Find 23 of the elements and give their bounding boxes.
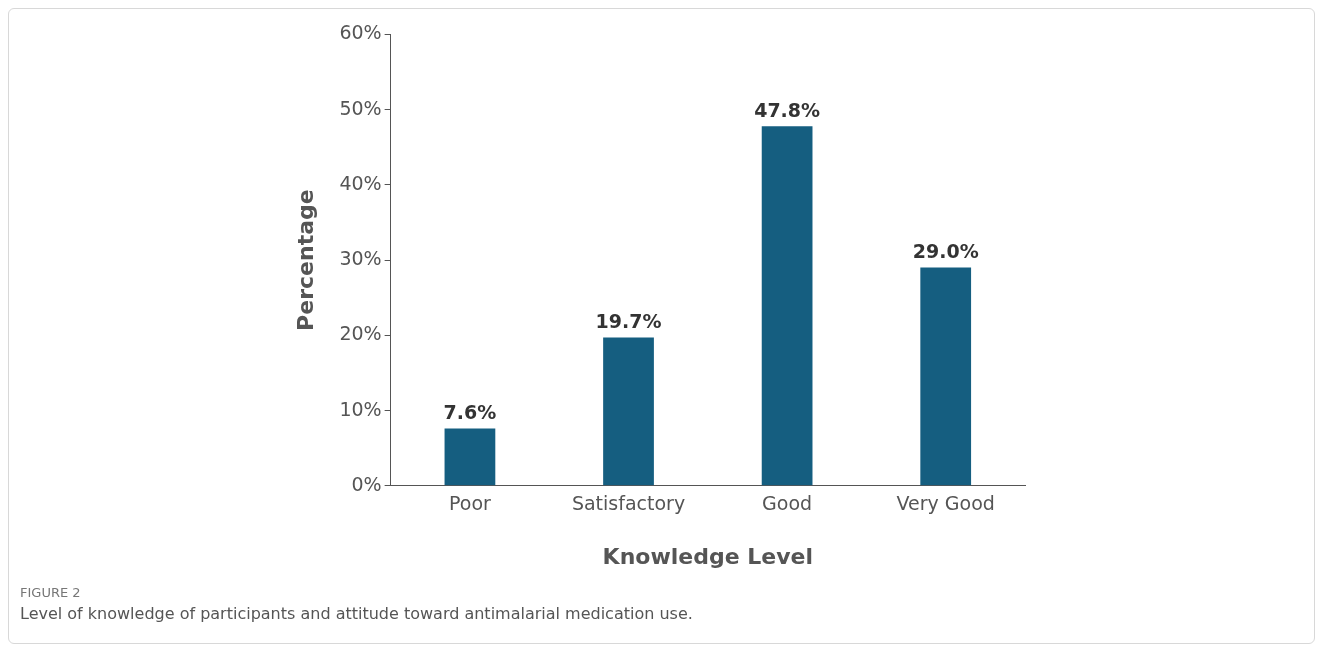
- x-tick-label: Very Good: [896, 492, 995, 515]
- y-tick-label: 60%: [339, 21, 382, 44]
- data-label: 7.6%: [443, 401, 497, 424]
- caption: FIGURE 2: [20, 585, 82, 600]
- bar: [920, 267, 972, 486]
- y-tick-label: 0%: [351, 472, 382, 495]
- x-tick-label: Good: [762, 492, 813, 515]
- x-tick-label: Poor: [449, 492, 492, 515]
- y-tick-label: 20%: [339, 322, 382, 345]
- data-label: 47.8%: [754, 98, 821, 121]
- bar: [761, 126, 813, 486]
- y-tick-label: 30%: [339, 247, 382, 270]
- y-tick-label: 40%: [339, 171, 382, 194]
- y-axis-title: Percentage: [292, 189, 318, 331]
- data-label: 29.0%: [912, 240, 979, 263]
- x-tick-label: Satisfactory: [571, 492, 686, 515]
- text: Level of knowledge of participants and attitude toward antimalarial medication use.: [20, 604, 693, 623]
- bar: [444, 428, 496, 486]
- bar: [603, 337, 654, 486]
- y-tick-label: 10%: [339, 397, 382, 420]
- data-label: 19.7%: [595, 310, 662, 333]
- y-tick-label: 50%: [339, 96, 382, 119]
- x-axis-title: Knowledge Level: [602, 543, 814, 569]
